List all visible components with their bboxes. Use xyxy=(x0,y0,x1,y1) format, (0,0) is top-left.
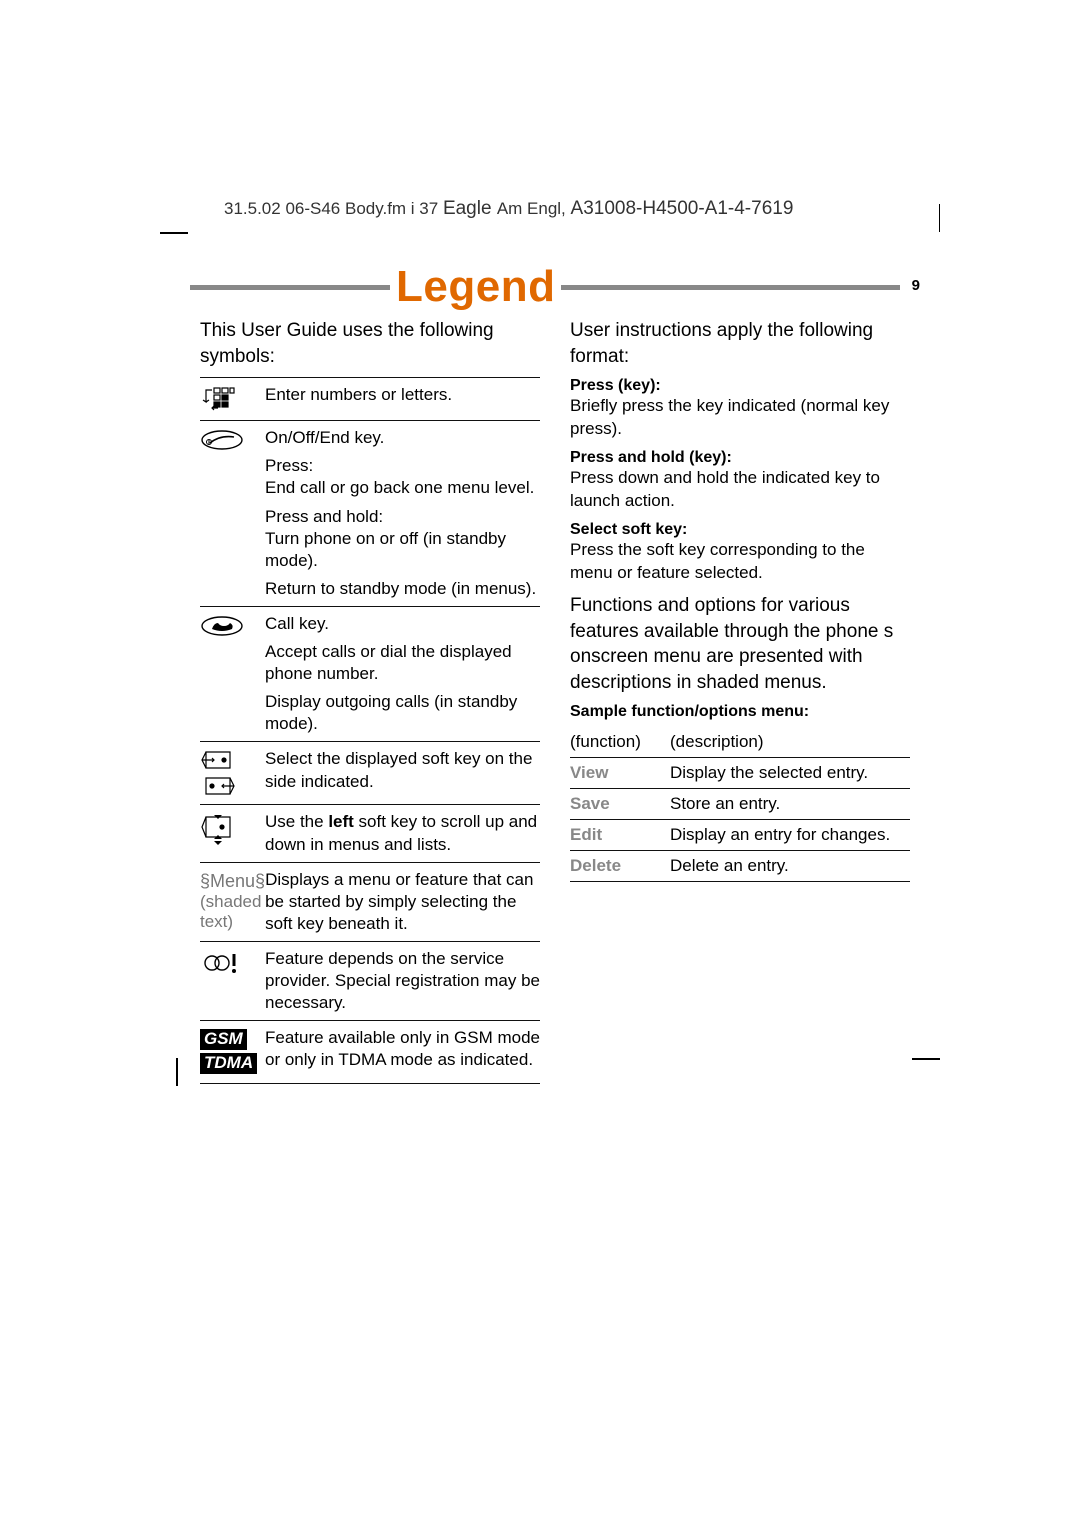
legend-table: Enter numbers or letters. On/Off/End key… xyxy=(200,377,540,1083)
legend-desc: Use the left soft key to scroll up and d… xyxy=(265,811,540,855)
title-rule-right xyxy=(561,285,899,290)
func-header-desc: (description) xyxy=(670,732,910,752)
header-code: A31008-H4500-A1-4-7619 xyxy=(571,198,794,219)
func-row-delete: Delete Delete an entry. xyxy=(570,851,910,882)
legend-desc: On/Off/End key. Press: End call or go ba… xyxy=(265,427,540,600)
legend-text: Feature available only in GSM mode or on… xyxy=(265,1027,540,1071)
func-header-row: (function) (description) xyxy=(570,727,910,758)
func-desc: Display the selected entry. xyxy=(670,763,910,783)
legend-text: Displays a menu or feature that can be s… xyxy=(265,869,540,935)
crop-mark xyxy=(176,1058,178,1086)
select-softkey-text: Press the soft key corresponding to the … xyxy=(570,539,910,585)
func-desc: Store an entry. xyxy=(670,794,910,814)
legend-desc: Enter numbers or letters. xyxy=(265,384,540,414)
legend-row-onoff: On/Off/End key. Press: End call or go ba… xyxy=(200,421,540,607)
header-prefix: 31.5.02 06-S46 Body.fm i 37 xyxy=(224,199,443,218)
right-column: User instructions apply the following fo… xyxy=(570,318,910,1084)
legend-text: Select the displayed soft key on the sid… xyxy=(265,748,540,792)
left-intro: This User Guide uses the following symbo… xyxy=(200,318,540,369)
select-softkey-heading: Select soft key: xyxy=(570,521,910,539)
legend-text: Call key. xyxy=(265,613,540,635)
press-hold-heading: Press and hold (key): xyxy=(570,449,910,467)
legend-desc: Displays a menu or feature that can be s… xyxy=(265,869,540,935)
menu-label-icon: §Menu§ (shaded text) xyxy=(200,869,265,935)
scroll-icon xyxy=(200,811,265,855)
legend-text: Feature depends on the service provider.… xyxy=(265,948,540,1014)
title-rule-left xyxy=(190,285,390,290)
func-desc: Delete an entry. xyxy=(670,856,910,876)
legend-desc: Call key. Accept calls or dial the displ… xyxy=(265,613,540,735)
legend-text: Return to standby mode (in menus). xyxy=(265,578,540,600)
tdma-badge: TDMA xyxy=(200,1053,257,1074)
title-row: Legend 9 xyxy=(190,262,920,312)
legend-text: Enter numbers or letters. xyxy=(265,384,540,406)
provider-icon xyxy=(200,948,265,1014)
legend-desc: Select the displayed soft key on the sid… xyxy=(265,748,540,798)
functions-intro: Functions and options for various featur… xyxy=(570,593,910,696)
press-hold-text: Press down and hold the indicated key to… xyxy=(570,467,910,513)
legend-row-scroll: Use the left soft key to scroll up and d… xyxy=(200,805,540,862)
legend-row-softkeys: Select the displayed soft key on the sid… xyxy=(200,742,540,805)
legend-desc: Feature available only in GSM mode or on… xyxy=(265,1027,540,1076)
header-mid: Am Engl, xyxy=(497,199,571,218)
legend-row-provider: Feature depends on the service provider.… xyxy=(200,942,540,1021)
func-label: Delete xyxy=(570,856,670,876)
legend-row-gsm: GSM TDMA Feature available only in GSM m… xyxy=(200,1021,540,1083)
menu-shaded-sub: (shaded text) xyxy=(200,892,265,932)
crop-mark xyxy=(939,204,941,232)
func-header-label: (function) xyxy=(570,732,670,752)
legend-desc: Feature depends on the service provider.… xyxy=(265,948,540,1014)
header-eagle: Eagle xyxy=(443,198,497,219)
func-desc: Display an entry for changes. xyxy=(670,825,910,845)
page-title: Legend xyxy=(390,262,561,312)
func-label: Edit xyxy=(570,825,670,845)
func-label: Save xyxy=(570,794,670,814)
keypad-icon xyxy=(200,384,265,414)
legend-row-menu: §Menu§ (shaded text) Displays a menu or … xyxy=(200,863,540,942)
func-row-view: View Display the selected entry. xyxy=(570,758,910,789)
crop-mark xyxy=(912,1058,940,1060)
legend-text: Display outgoing calls (in standby mode)… xyxy=(265,691,540,735)
legend-text: Accept calls or dial the displayed phone… xyxy=(265,641,540,685)
document-header: 31.5.02 06-S46 Body.fm i 37 Eagle Am Eng… xyxy=(224,198,793,220)
content-columns: This User Guide uses the following symbo… xyxy=(200,318,910,1084)
menu-shaded-label: §Menu§ xyxy=(200,871,265,892)
func-row-save: Save Store an entry. xyxy=(570,789,910,820)
legend-text: On/Off/End key. xyxy=(265,427,540,449)
legend-row-keypad: Enter numbers or letters. xyxy=(200,377,540,421)
left-column: This User Guide uses the following symbo… xyxy=(200,318,540,1084)
call-icon xyxy=(200,613,265,735)
legend-text: Press: End call or go back one menu leve… xyxy=(265,455,540,499)
onoff-icon xyxy=(200,427,265,600)
right-intro: User instructions apply the following fo… xyxy=(570,318,910,369)
crop-mark xyxy=(160,232,188,234)
press-key-text: Briefly press the key indicated (normal … xyxy=(570,395,910,441)
legend-text: Press and hold: Turn phone on or off (in… xyxy=(265,506,540,572)
func-row-edit: Edit Display an entry for changes. xyxy=(570,820,910,851)
sample-menu-heading: Sample function/options menu: xyxy=(570,703,910,721)
legend-text: Use the left soft key to scroll up and d… xyxy=(265,811,540,855)
gsm-tdma-icon: GSM TDMA xyxy=(200,1027,265,1076)
softkeys-icon xyxy=(200,748,265,798)
press-key-heading: Press (key): xyxy=(570,377,910,395)
legend-row-call: Call key. Accept calls or dial the displ… xyxy=(200,607,540,742)
func-label: View xyxy=(570,763,670,783)
page-number: 9 xyxy=(912,277,920,298)
gsm-badge: GSM xyxy=(200,1029,247,1050)
